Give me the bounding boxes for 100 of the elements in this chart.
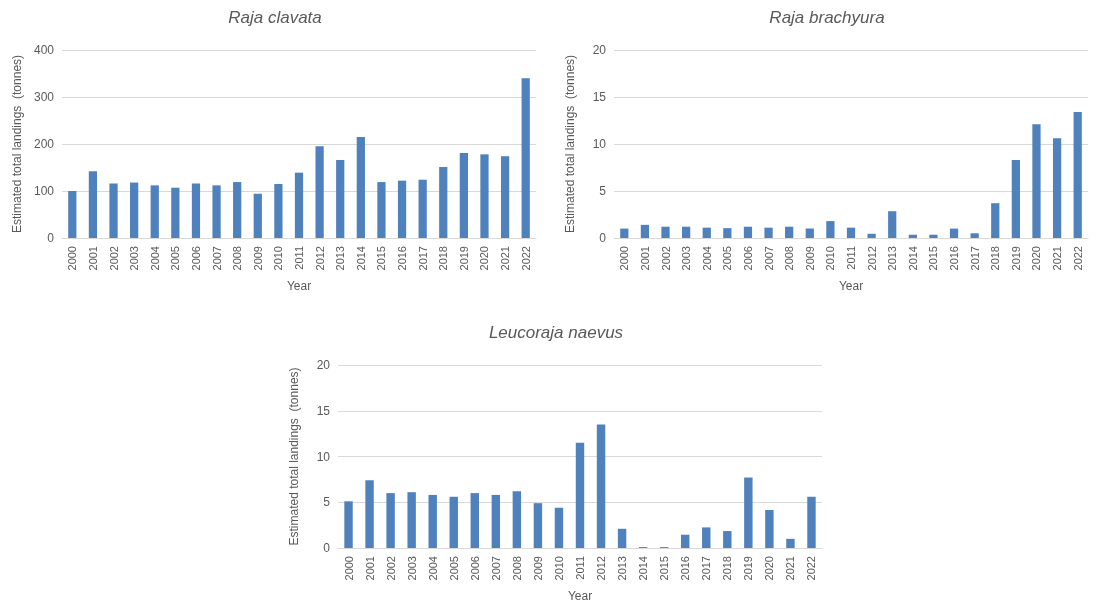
x-tick-label: 2007: [762, 246, 775, 271]
bar: [533, 503, 543, 548]
x-axis-title: Year: [286, 279, 312, 293]
x-tick-label: 2009: [251, 246, 264, 271]
bar: [449, 496, 458, 548]
bar: [765, 510, 774, 548]
x-tick-label: 2021: [1051, 246, 1064, 271]
bar: [171, 187, 180, 238]
x-tick-label: 2009: [531, 556, 544, 581]
bar: [617, 528, 627, 548]
bar: [68, 191, 77, 238]
bar: [88, 171, 98, 238]
y-axis-title: Estimated total landings (tonnes): [563, 54, 577, 234]
x-tick-label: 2007: [210, 246, 223, 271]
x-tick-label: 2017: [416, 246, 429, 271]
bar: [491, 494, 501, 548]
y-axis-title: Estimated total landings (tonnes): [10, 54, 25, 234]
x-tick-label: 2001: [638, 246, 651, 271]
bar: [807, 496, 816, 548]
x-tick-label: 2006: [741, 246, 754, 271]
bar: [1052, 138, 1062, 238]
x-tick-label: 2017: [968, 246, 981, 271]
x-tick-label: 2002: [384, 556, 397, 581]
x-tick-label: 2004: [426, 556, 439, 581]
x-tick-label: 2021: [784, 556, 797, 581]
bar: [480, 154, 489, 238]
x-tick-label: 2005: [169, 246, 182, 271]
bar: [991, 203, 1000, 238]
x-tick-label: 2016: [396, 246, 409, 271]
x-tick-label: 2009: [803, 246, 816, 271]
bar: [575, 442, 585, 548]
y-tick-label: 5: [599, 184, 607, 198]
x-tick-label: 2006: [189, 246, 202, 271]
x-tick-label: 2021: [499, 246, 512, 271]
bar: [315, 146, 324, 238]
x-tick-label: 2019: [1009, 246, 1022, 271]
x-tick-label: 2006: [468, 556, 481, 581]
x-tick-label: 2003: [405, 556, 418, 581]
bar: [344, 501, 353, 548]
x-tick-label: 2016: [948, 246, 961, 271]
bar: [723, 531, 732, 548]
x-tick-label: 2005: [447, 556, 460, 581]
bar: [681, 534, 690, 548]
y-tick-label: 200: [33, 137, 55, 151]
bar: [336, 159, 345, 238]
x-tick-label: 2004: [700, 246, 713, 271]
bar: [826, 221, 835, 238]
y-tick-label: 15: [592, 90, 607, 104]
x-tick-label: 2013: [334, 246, 347, 271]
bar: [274, 183, 283, 238]
x-tick-label: 2011: [845, 246, 857, 270]
bar: [702, 227, 711, 238]
x-tick-label: 2011: [293, 246, 305, 270]
x-tick-label: 2010: [824, 246, 837, 271]
bar: [130, 182, 139, 238]
bar: [682, 226, 691, 238]
bar: [377, 182, 386, 238]
x-tick-label: 2018: [437, 246, 450, 271]
x-tick-label: 2000: [66, 246, 79, 271]
bar: [1032, 124, 1041, 238]
x-tick-label: 2001: [86, 246, 99, 271]
bar: [150, 185, 159, 238]
y-tick-label: 20: [592, 43, 607, 57]
x-tick-label: 2016: [679, 556, 692, 581]
x-tick-label: 2014: [637, 556, 650, 581]
y-tick-label: 0: [47, 231, 55, 245]
bar: [470, 493, 479, 548]
bar: [661, 226, 670, 238]
bar: [744, 477, 753, 548]
x-tick-label: 2013: [616, 556, 629, 581]
bar: [743, 226, 753, 238]
bar: [846, 227, 856, 238]
bar: [929, 234, 938, 238]
bar: [786, 538, 795, 548]
bar: [554, 507, 564, 548]
x-tick-label: 2015: [375, 246, 388, 271]
x-tick-label: 2002: [107, 246, 120, 271]
bar: [702, 527, 711, 548]
bar: [805, 228, 814, 238]
bar: [785, 226, 794, 238]
bar: [512, 491, 522, 548]
bar: [439, 167, 448, 238]
bar: [620, 228, 629, 238]
bar: [356, 136, 365, 238]
x-axis-title: Year: [838, 279, 864, 293]
x-tick-label: 2019: [457, 246, 470, 271]
x-tick-label: 2004: [148, 246, 161, 271]
bar: [365, 480, 374, 548]
x-tick-label: 2010: [552, 556, 565, 581]
x-tick-label: 2014: [354, 246, 367, 271]
bar: [1011, 159, 1020, 238]
bar: [723, 228, 732, 238]
bar: [191, 183, 201, 238]
bar: [640, 224, 650, 238]
chart-title: Raja clavata: [228, 8, 322, 27]
y-tick-label: 400: [33, 43, 55, 57]
y-tick-label: 5: [323, 495, 331, 510]
x-tick-label: 2022: [805, 556, 818, 581]
x-tick-label: 2001: [363, 556, 376, 581]
x-tick-label: 2003: [680, 246, 693, 271]
